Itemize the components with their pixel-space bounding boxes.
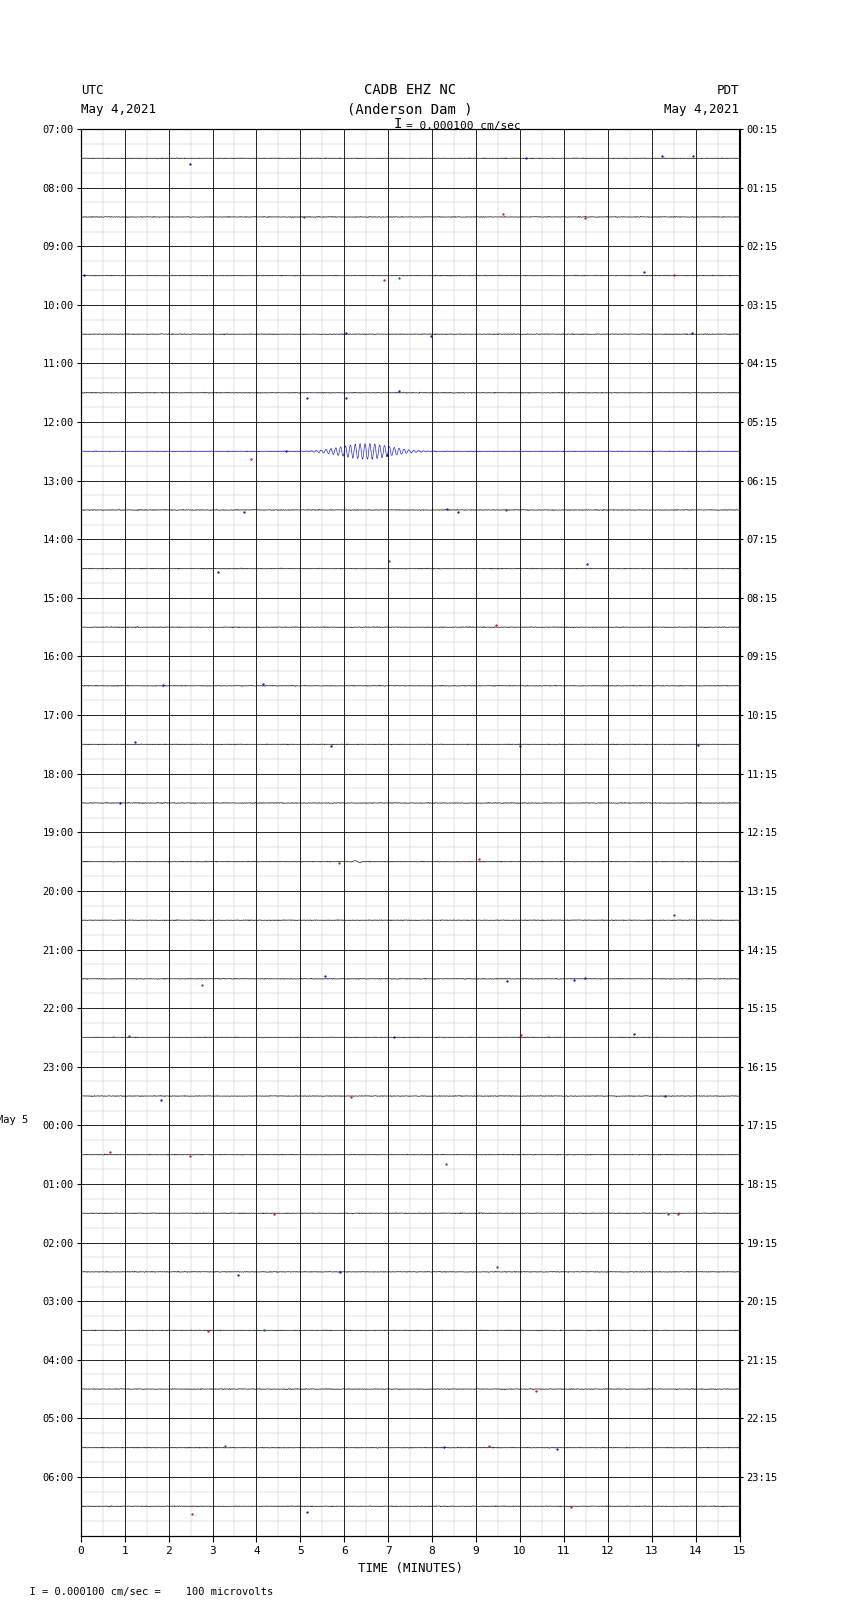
- X-axis label: TIME (MINUTES): TIME (MINUTES): [358, 1561, 462, 1574]
- Text: (Anderson Dam ): (Anderson Dam ): [348, 102, 473, 116]
- Text: UTC: UTC: [81, 84, 103, 97]
- Text: = 0.000100 cm/sec: = 0.000100 cm/sec: [406, 121, 520, 131]
- Text: May 4,2021: May 4,2021: [665, 103, 740, 116]
- Text: May 5: May 5: [0, 1115, 28, 1126]
- Text: CADB EHZ NC: CADB EHZ NC: [364, 82, 456, 97]
- Text: PDT: PDT: [717, 84, 740, 97]
- Text: I = 0.000100 cm/sec =    100 microvolts: I = 0.000100 cm/sec = 100 microvolts: [17, 1587, 273, 1597]
- Text: I: I: [394, 116, 401, 131]
- Text: May 4,2021: May 4,2021: [81, 103, 156, 116]
